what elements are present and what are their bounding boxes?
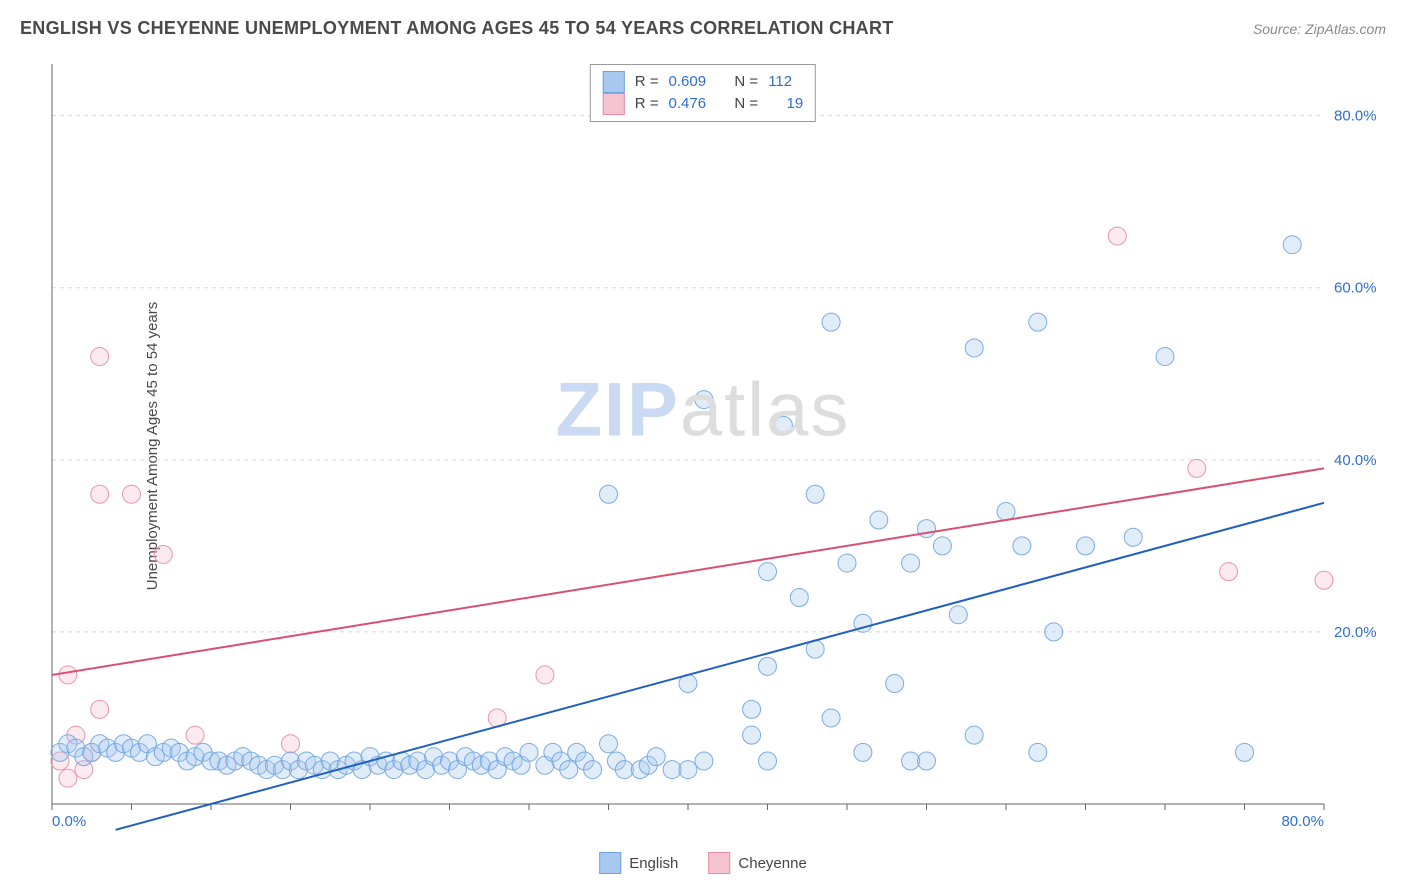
correlation-legend: R = 0.609 N = 112 R = 0.476 N = 19: [590, 64, 816, 122]
n-label: N =: [734, 93, 758, 115]
r-value-cheyenne: 0.476: [669, 93, 707, 115]
r-value-english: 0.609: [669, 71, 707, 93]
svg-text:0.0%: 0.0%: [52, 813, 86, 830]
n-value-english: 112: [768, 71, 792, 93]
chart-title: ENGLISH VS CHEYENNE UNEMPLOYMENT AMONG A…: [20, 18, 894, 39]
swatch-english: [603, 71, 625, 93]
n-label: N =: [734, 71, 758, 93]
svg-text:80.0%: 80.0%: [1334, 108, 1377, 125]
swatch-cheyenne: [603, 93, 625, 115]
swatch-english-icon: [599, 852, 621, 874]
scatter-chart: 0.0% 80.0% 20.0% 40.0% 60.0% 80.0%: [50, 60, 1386, 832]
legend-label-cheyenne: Cheyenne: [738, 855, 806, 872]
chart-area: 0.0% 80.0% 20.0% 40.0% 60.0% 80.0%: [50, 60, 1386, 832]
series-legend: English Cheyenne: [599, 852, 807, 874]
n-value-cheyenne: 19: [787, 93, 804, 115]
source-label: Source: ZipAtlas.com: [1253, 21, 1386, 37]
r-label: R =: [635, 93, 659, 115]
svg-text:80.0%: 80.0%: [1281, 813, 1324, 830]
svg-text:60.0%: 60.0%: [1334, 280, 1377, 297]
svg-text:20.0%: 20.0%: [1334, 624, 1377, 641]
legend-item-english: English: [599, 852, 678, 874]
legend-item-cheyenne: Cheyenne: [708, 852, 806, 874]
r-label: R =: [635, 71, 659, 93]
svg-text:40.0%: 40.0%: [1334, 452, 1377, 469]
legend-row-english: R = 0.609 N = 112: [603, 71, 803, 93]
legend-label-english: English: [629, 855, 678, 872]
legend-row-cheyenne: R = 0.476 N = 19: [603, 93, 803, 115]
swatch-cheyenne-icon: [708, 852, 730, 874]
